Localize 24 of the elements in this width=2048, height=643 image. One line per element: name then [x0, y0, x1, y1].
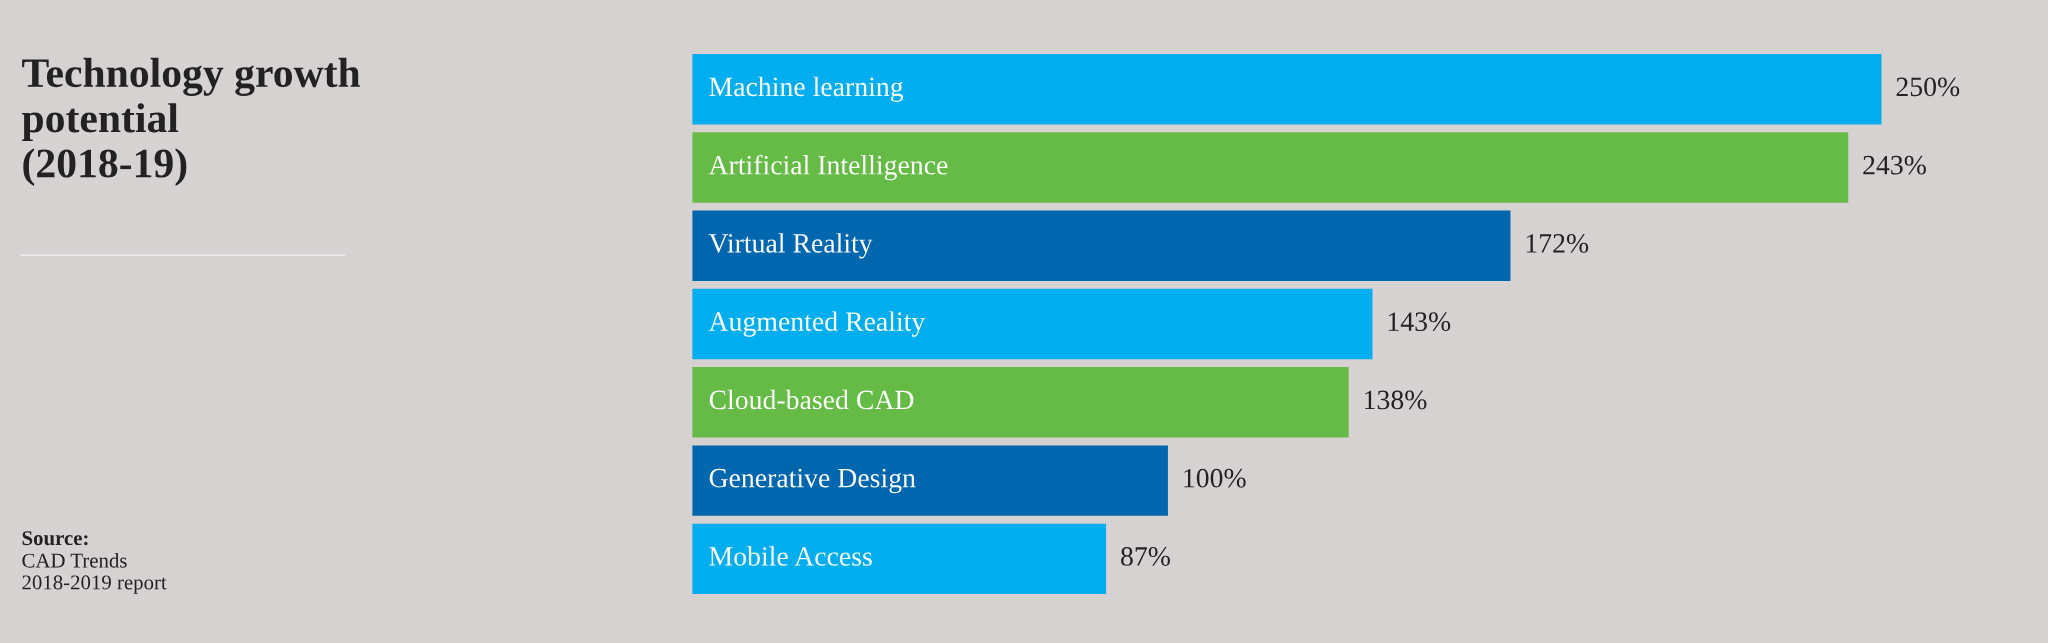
bar — [692, 132, 1849, 203]
data-label: 138% — [1365, 390, 1427, 410]
y-tick-label: Augmented Reality — [708, 311, 926, 337]
bar — [692, 523, 1107, 595]
y-tick-label: Cloud-based CAD — [709, 389, 914, 410]
bar — [692, 210, 1511, 282]
bar — [692, 367, 1349, 438]
bar — [692, 54, 1882, 125]
data-label: 100% — [1184, 468, 1246, 488]
y-tick-label: Generative Design — [709, 468, 916, 494]
data-label: 243% — [1863, 155, 1926, 175]
data-label: 250% — [1896, 77, 1960, 97]
text: Technology growth potential (2018-19) — [22, 57, 361, 187]
data-label: 87% — [1121, 547, 1170, 566]
y-tick-label: Mobile Access — [709, 546, 872, 566]
data-label: 172% — [1526, 234, 1589, 253]
data-label: 143% — [1388, 312, 1451, 332]
y-tick-label: Machine learning — [709, 76, 904, 102]
text: CAD Trends 2018-2019 report — [22, 552, 167, 594]
bar — [692, 445, 1168, 516]
y-tick-label: Virtual Reality — [708, 233, 873, 259]
bar — [692, 288, 1373, 360]
source-note: Source: — [22, 531, 88, 546]
y-tick-label: Artificial Intelligence — [708, 154, 948, 181]
